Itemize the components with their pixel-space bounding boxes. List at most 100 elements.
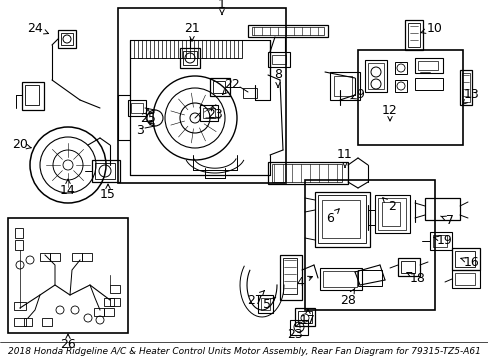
- Text: 20: 20: [12, 139, 31, 152]
- Bar: [15, 240, 23, 250]
- Text: 19: 19: [433, 234, 452, 247]
- Bar: [40, 253, 50, 261]
- Text: 27: 27: [246, 291, 264, 306]
- Bar: [429, 232, 451, 250]
- Bar: [25, 85, 39, 105]
- Bar: [24, 318, 32, 326]
- Bar: [94, 308, 104, 316]
- Bar: [432, 235, 446, 247]
- Text: 23: 23: [207, 105, 223, 122]
- Bar: [251, 27, 324, 35]
- Text: 13: 13: [462, 89, 479, 104]
- Text: 3: 3: [136, 120, 152, 136]
- Text: 8: 8: [273, 68, 282, 87]
- Bar: [294, 308, 314, 326]
- Bar: [394, 80, 406, 92]
- Bar: [92, 160, 120, 182]
- Bar: [267, 162, 347, 184]
- Bar: [280, 255, 302, 300]
- Bar: [42, 318, 52, 326]
- Text: 7: 7: [440, 213, 453, 226]
- Bar: [267, 52, 289, 67]
- Bar: [61, 33, 73, 45]
- Text: 2018 Honda Ridgeline A/C & Heater Control Units Motor Assembly, Rear Fan Diagram: 2018 Honda Ridgeline A/C & Heater Contro…: [8, 347, 480, 356]
- Bar: [417, 61, 437, 70]
- Bar: [110, 285, 120, 293]
- Bar: [243, 88, 257, 98]
- Text: 26: 26: [60, 334, 76, 351]
- Bar: [258, 295, 272, 313]
- Text: 24: 24: [27, 22, 48, 35]
- Bar: [364, 60, 386, 92]
- Bar: [317, 195, 365, 243]
- Bar: [247, 25, 327, 37]
- Bar: [180, 48, 200, 68]
- Bar: [104, 308, 114, 316]
- Bar: [82, 253, 92, 261]
- Text: 1: 1: [218, 0, 225, 14]
- Text: 10: 10: [420, 22, 442, 35]
- Bar: [297, 311, 311, 323]
- Text: 4: 4: [295, 275, 312, 288]
- Bar: [58, 30, 76, 48]
- Bar: [374, 195, 409, 233]
- Text: 15: 15: [100, 184, 116, 202]
- Bar: [213, 81, 224, 93]
- Bar: [271, 55, 285, 64]
- Bar: [14, 318, 26, 326]
- Text: 11: 11: [336, 148, 352, 167]
- Text: 16: 16: [460, 256, 479, 269]
- Bar: [319, 268, 361, 290]
- Bar: [357, 50, 462, 145]
- Bar: [203, 108, 215, 118]
- Bar: [261, 298, 269, 310]
- Text: 23: 23: [286, 323, 302, 342]
- Bar: [15, 228, 23, 238]
- Text: 9: 9: [350, 89, 363, 102]
- Bar: [305, 180, 434, 310]
- Bar: [414, 58, 442, 73]
- Text: 21: 21: [184, 22, 200, 41]
- Text: 6: 6: [325, 209, 339, 225]
- Bar: [104, 298, 114, 306]
- Bar: [367, 63, 383, 89]
- Bar: [394, 62, 406, 74]
- Bar: [321, 200, 359, 238]
- Bar: [414, 78, 442, 90]
- Bar: [377, 198, 405, 230]
- Bar: [329, 72, 359, 100]
- Bar: [209, 78, 229, 96]
- Text: 18: 18: [406, 271, 425, 284]
- Bar: [283, 258, 296, 294]
- Bar: [14, 302, 26, 310]
- Bar: [407, 23, 419, 47]
- Text: 22: 22: [222, 78, 240, 94]
- Bar: [131, 103, 142, 113]
- Bar: [183, 51, 197, 65]
- Bar: [451, 248, 479, 270]
- Bar: [50, 253, 60, 261]
- Bar: [128, 100, 146, 116]
- Bar: [110, 298, 120, 306]
- Bar: [333, 76, 351, 96]
- Bar: [323, 271, 356, 287]
- Text: 5: 5: [263, 297, 275, 311]
- Text: 12: 12: [381, 104, 397, 121]
- Bar: [72, 253, 82, 261]
- Bar: [271, 164, 341, 182]
- Bar: [200, 105, 218, 121]
- Bar: [8, 218, 128, 333]
- Bar: [459, 70, 471, 105]
- Bar: [454, 273, 474, 285]
- Text: 14: 14: [60, 179, 76, 197]
- Text: 28: 28: [339, 288, 355, 306]
- Bar: [130, 40, 242, 58]
- Text: 25: 25: [140, 109, 156, 125]
- Text: 2: 2: [382, 198, 395, 213]
- Bar: [95, 163, 115, 179]
- Bar: [397, 258, 419, 276]
- Bar: [454, 251, 474, 267]
- Bar: [461, 73, 469, 102]
- Bar: [289, 320, 307, 335]
- Text: 17: 17: [300, 309, 315, 327]
